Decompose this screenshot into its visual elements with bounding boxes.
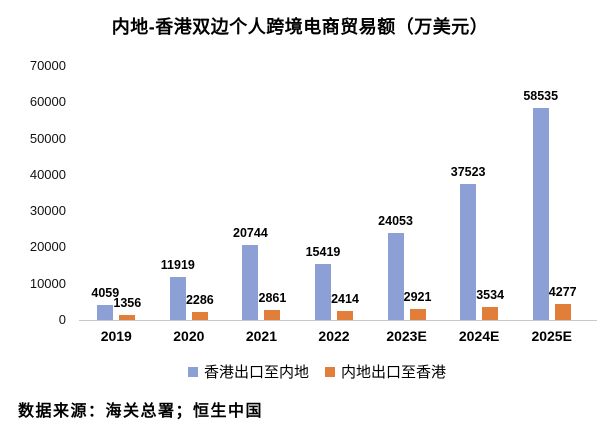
y-tick-label: 20000 bbox=[29, 239, 66, 255]
x-tick-label: 2020 bbox=[173, 328, 205, 344]
x-tick-label: 2021 bbox=[245, 328, 277, 344]
bar-value-label: 58535 bbox=[523, 89, 559, 103]
bar-内地出口至香港-2020 bbox=[191, 312, 208, 320]
y-tick-label: 30000 bbox=[29, 203, 66, 219]
x-tick-label: 2022 bbox=[318, 328, 350, 344]
legend-entry: 内地出口至香港 bbox=[325, 361, 446, 382]
y-tick-label: 60000 bbox=[29, 94, 66, 110]
bar-value-label: 1356 bbox=[113, 296, 142, 310]
bar-香港出口至内地-2023E bbox=[387, 233, 404, 320]
bar-香港出口至内地-2020 bbox=[169, 277, 186, 320]
legend-swatch-icon bbox=[187, 366, 198, 377]
y-tick-label: 10000 bbox=[29, 275, 66, 291]
bar-内地出口至香港-2022 bbox=[337, 311, 353, 320]
bar-香港出口至内地-2024E bbox=[460, 184, 477, 320]
bar-内地出口至香港-2024E bbox=[482, 307, 499, 320]
bar-香港出口至内地-2022 bbox=[315, 264, 331, 320]
bar-内地出口至香港-2021 bbox=[264, 310, 281, 320]
y-tick-label: 70000 bbox=[29, 58, 66, 73]
bar-value-label: 24053 bbox=[378, 214, 413, 228]
bar-value-label: 37523 bbox=[450, 165, 486, 179]
bar-value-label: 11919 bbox=[160, 258, 195, 272]
x-tick-label: 2019 bbox=[100, 328, 132, 344]
legend-entry: 香港出口至内地 bbox=[187, 361, 309, 382]
bar-香港出口至内地-2025E bbox=[532, 108, 549, 320]
bar-value-label: 4277 bbox=[548, 285, 577, 299]
chart-title: 内地-香港双边个人跨境电商贸易额（万美元） bbox=[111, 17, 489, 37]
bar-value-label: 3534 bbox=[476, 288, 505, 302]
y-tick-label: 50000 bbox=[29, 130, 66, 146]
bar-value-label: 2861 bbox=[258, 291, 287, 305]
x-axis-line bbox=[79, 320, 597, 321]
bar-内地出口至香港-2019 bbox=[119, 315, 136, 320]
bar-香港出口至内地-2021 bbox=[242, 245, 259, 320]
bar-value-label: 2286 bbox=[185, 293, 214, 307]
bar-value-label: 4059 bbox=[91, 286, 120, 300]
x-tick-label: 2023E bbox=[386, 328, 427, 344]
source-note: 数据来源：海关总署；恒生中国 bbox=[18, 403, 264, 420]
legend-label: 内地出口至香港 bbox=[341, 364, 447, 381]
bar-香港出口至内地-2019 bbox=[97, 305, 114, 320]
legend-swatch-icon bbox=[325, 366, 335, 377]
y-tick-label: 40000 bbox=[29, 166, 66, 182]
legend: 香港出口至内地 内地出口至香港 bbox=[17, 361, 600, 382]
bar-value-label: 20744 bbox=[233, 226, 268, 240]
bar-value-label: 15419 bbox=[305, 245, 341, 259]
bar-value-label: 2414 bbox=[331, 292, 359, 306]
legend-label: 香港出口至内地 bbox=[203, 364, 309, 381]
x-tick-label: 2024E bbox=[458, 328, 500, 344]
bar-内地出口至香港-2023E bbox=[409, 309, 426, 320]
x-tick-label: 2025E bbox=[531, 328, 572, 344]
bar-value-label: 2921 bbox=[403, 290, 432, 304]
y-tick-label: 0 bbox=[58, 312, 66, 327]
bar-内地出口至香港-2025E bbox=[554, 304, 571, 320]
